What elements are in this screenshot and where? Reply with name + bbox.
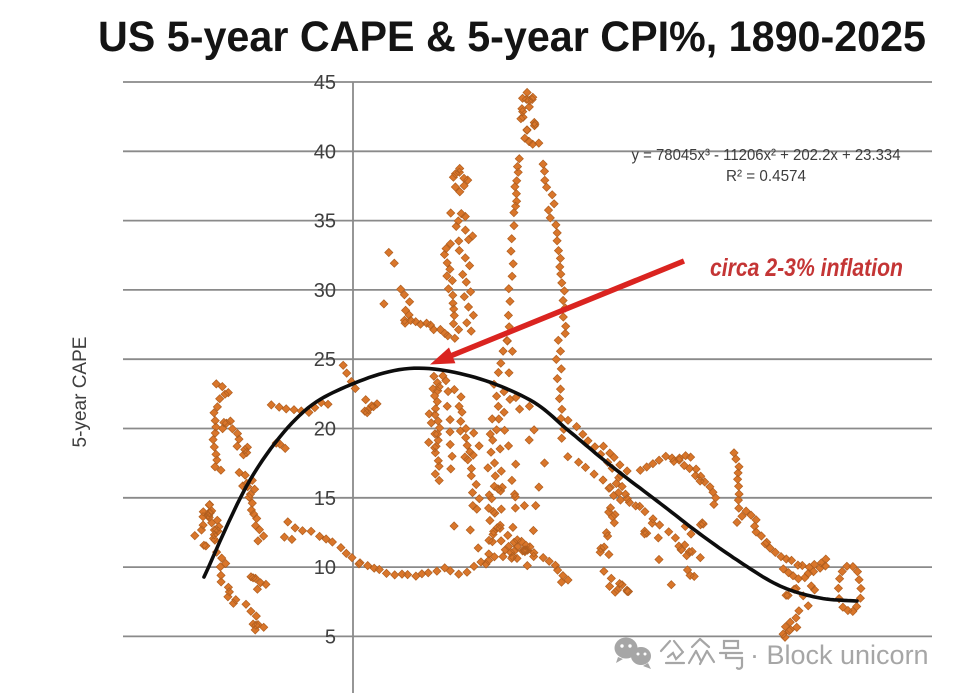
svg-text:5: 5 bbox=[325, 626, 336, 648]
svg-text:45: 45 bbox=[314, 72, 336, 94]
svg-text:5-year CAPE: 5-year CAPE bbox=[70, 337, 91, 448]
svg-text:US 5-year CAPE & 5-year CPI%,: US 5-year CAPE & 5-year CPI%, 1890-2025 bbox=[98, 13, 926, 61]
svg-text:25: 25 bbox=[314, 349, 336, 371]
svg-text:· Block unicorn: · Block unicorn bbox=[750, 640, 929, 670]
svg-text:35: 35 bbox=[314, 211, 336, 233]
svg-text:30: 30 bbox=[314, 280, 336, 302]
svg-text:circa 2-3% inflation: circa 2-3% inflation bbox=[710, 254, 903, 282]
svg-text:10: 10 bbox=[314, 557, 336, 579]
svg-text:40: 40 bbox=[314, 141, 336, 163]
svg-text:R² = 0.4574: R² = 0.4574 bbox=[726, 168, 806, 185]
svg-text:y = 78045x³ - 11206x² + 202.2x: y = 78045x³ - 11206x² + 202.2x + 23.334 bbox=[632, 147, 901, 164]
svg-text:20: 20 bbox=[314, 419, 336, 441]
svg-text:15: 15 bbox=[314, 488, 336, 510]
